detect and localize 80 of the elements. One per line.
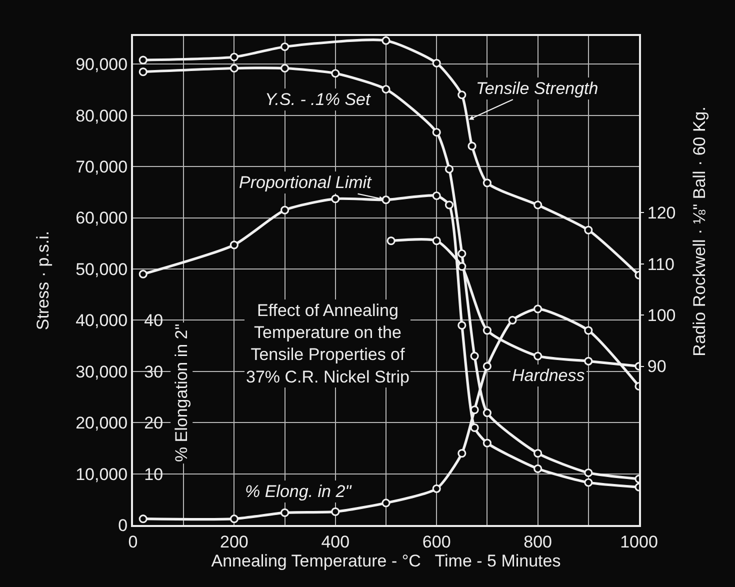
point [382, 36, 390, 45]
point [432, 236, 441, 246]
y3-tick-label: 90 [647, 357, 666, 376]
point [138, 56, 148, 64]
point [230, 514, 238, 524]
point [534, 352, 542, 360]
point [482, 408, 492, 418]
y-tick-label: 60,000 [76, 208, 128, 228]
y-tick-label: 90,000 [76, 55, 128, 74]
point [280, 508, 290, 518]
x-tick-label: 400 [321, 532, 350, 552]
point [482, 178, 492, 188]
point [458, 90, 466, 100]
x-tick-label: 200 [220, 532, 248, 552]
series-label: Y.S. - .1% Set [265, 90, 372, 109]
y3-tick-label: 120 [647, 204, 676, 223]
point [230, 240, 238, 250]
point [534, 304, 542, 314]
point [331, 194, 340, 204]
y-tick-label: 70,000 [76, 158, 128, 177]
point [432, 191, 441, 200]
y-tick-label: 10,000 [76, 464, 128, 484]
point [280, 206, 290, 214]
y-axis-title: Stress · p.s.i. [34, 230, 53, 330]
point [458, 449, 466, 458]
point [584, 326, 593, 335]
y-tick-label: 50,000 [76, 260, 128, 279]
y-tick-label: 80,000 [76, 106, 128, 126]
point [458, 262, 466, 271]
point [280, 64, 290, 73]
y-tick-label: 40,000 [76, 311, 128, 330]
point [508, 316, 517, 324]
point [470, 352, 479, 360]
point [584, 468, 593, 478]
point [432, 484, 441, 493]
point [432, 58, 441, 68]
point [386, 236, 396, 246]
point [584, 356, 593, 366]
point [230, 64, 238, 73]
point [458, 321, 466, 330]
series-label: % Elong. in 2" [245, 482, 352, 501]
point [482, 326, 492, 335]
x-tick-label: 600 [422, 532, 451, 552]
x-tick-label: 800 [524, 532, 552, 552]
point [534, 449, 542, 458]
point [458, 249, 466, 258]
point [138, 68, 148, 76]
point [280, 42, 290, 52]
point [138, 270, 148, 278]
point [482, 362, 492, 371]
series-label: Tensile Strength [476, 79, 598, 98]
y3-tick-label: 100 [647, 306, 676, 326]
point [534, 464, 542, 473]
point [382, 498, 390, 508]
x-tick-label: 1000 [620, 532, 658, 552]
point [382, 196, 390, 204]
series-label: Hardness [512, 366, 586, 385]
point [584, 478, 593, 487]
point [482, 438, 492, 448]
y3-tick-label: 110 [647, 254, 675, 274]
point [468, 142, 476, 150]
point [444, 200, 454, 210]
point [138, 514, 148, 524]
point [444, 164, 454, 174]
x-axis-title: Annealing Temperature - °C Time - 5 Minutes [211, 551, 561, 570]
point [584, 226, 593, 234]
text: Effect of Annealing Temperature on the Tensile Properties of 37% C.R. Nickel Strip [246, 301, 410, 386]
y-tick-label: 0 [118, 516, 128, 535]
series-label: Proportional Limit [239, 173, 373, 192]
point [331, 69, 340, 78]
point [382, 84, 390, 94]
y3-axis-title: Radio Rockwell · ⅛" Ball · 60 Kg. [690, 106, 710, 356]
point [230, 52, 238, 62]
y2-axis-title: % Elongation in 2" [172, 324, 192, 462]
point [470, 423, 479, 432]
y-tick-label: 20,000 [76, 414, 128, 433]
point [534, 200, 542, 210]
point [432, 128, 441, 137]
y-tick-label: 30,000 [76, 362, 128, 382]
point [331, 507, 340, 516]
